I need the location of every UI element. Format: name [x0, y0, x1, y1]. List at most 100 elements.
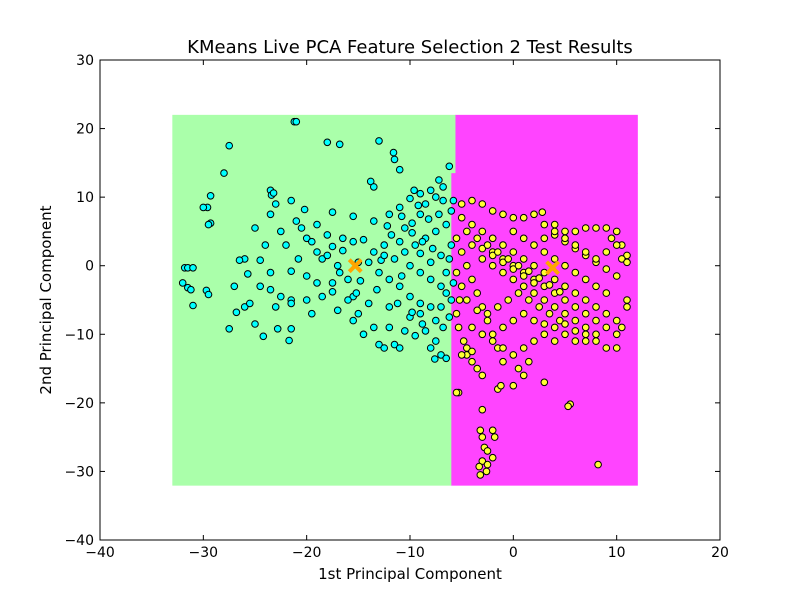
point-cluster-1-152	[483, 309, 492, 318]
point-cluster-0-160	[424, 215, 433, 223]
point-cluster-1-184	[592, 330, 600, 339]
point-cluster-1-137	[602, 248, 611, 256]
point-cluster-1-167	[540, 330, 549, 339]
point-cluster-0-163	[428, 244, 437, 253]
point-cluster-1-35	[612, 316, 621, 325]
point-cluster-1-57	[468, 357, 476, 366]
y-tick-label: −20	[64, 396, 94, 412]
point-cluster-0-72	[225, 325, 233, 333]
region-cluster-0-0	[172, 114, 456, 174]
point-cluster-1-22	[478, 227, 487, 236]
point-cluster-0-152	[352, 289, 361, 297]
point-cluster-1-142	[483, 241, 492, 249]
point-cluster-0-73	[273, 325, 282, 333]
point-cluster-0-118	[364, 258, 373, 267]
point-cluster-0-136	[447, 207, 456, 215]
point-cluster-0-66	[287, 299, 296, 308]
point-cluster-0-104	[408, 219, 416, 227]
point-cluster-1-24	[499, 241, 507, 249]
point-cluster-1-173	[602, 344, 611, 352]
point-cluster-0-1	[292, 117, 301, 126]
point-cluster-1-147	[535, 274, 544, 282]
point-cluster-0-28	[302, 234, 311, 243]
point-cluster-0-53	[230, 282, 239, 291]
point-cluster-1-42	[463, 261, 471, 270]
point-cluster-0-153	[373, 285, 381, 294]
point-cluster-1-129	[602, 265, 611, 273]
point-cluster-0-9	[220, 169, 228, 177]
point-cluster-0-95	[385, 303, 394, 311]
point-cluster-1-120	[509, 265, 518, 273]
point-cluster-1-109	[519, 282, 528, 291]
point-cluster-0-36	[235, 256, 244, 265]
point-cluster-0-158	[397, 212, 406, 221]
point-cluster-0-100	[370, 248, 378, 256]
point-cluster-1-165	[519, 344, 528, 352]
point-cluster-0-70	[232, 308, 241, 317]
point-cluster-1-1	[468, 196, 476, 205]
point-cluster-1-9	[550, 220, 559, 229]
point-cluster-0-175	[292, 217, 301, 225]
point-cluster-0-34	[318, 255, 327, 263]
point-cluster-0-101	[380, 241, 389, 249]
x-axis-title: 1st Principal Component	[318, 565, 502, 583]
point-cluster-1-106	[488, 261, 497, 270]
point-cluster-0-137	[449, 196, 458, 205]
y-tick-label: −30	[64, 464, 94, 480]
point-cluster-1-29	[550, 275, 559, 284]
point-cluster-1-174	[612, 344, 621, 352]
point-cluster-1-82	[594, 460, 602, 469]
point-cluster-0-131	[401, 248, 409, 256]
x-tick-label: −30	[189, 545, 219, 561]
point-cluster-1-145	[514, 261, 523, 270]
point-cluster-1-59	[478, 371, 487, 380]
point-cluster-0-157	[383, 222, 392, 230]
point-cluster-1-53	[452, 309, 461, 318]
point-cluster-1-141	[473, 234, 482, 243]
point-cluster-0-84	[380, 344, 389, 352]
point-cluster-0-94	[364, 299, 373, 308]
point-cluster-1-130	[612, 272, 621, 280]
point-cluster-0-48	[178, 279, 187, 287]
point-cluster-0-126	[439, 323, 447, 332]
point-cluster-0-102	[387, 231, 396, 239]
point-cluster-1-19	[623, 258, 631, 267]
chart-title: KMeans Live PCA Feature Selection 2 Test…	[187, 37, 633, 58]
point-cluster-0-81	[421, 327, 430, 335]
point-cluster-0-45	[313, 279, 321, 287]
x-tick-label: −40	[85, 545, 115, 561]
point-cluster-1-52	[455, 296, 464, 304]
point-cluster-0-155	[408, 308, 416, 317]
point-cluster-0-170	[335, 268, 344, 277]
point-cluster-0-113	[406, 194, 414, 203]
point-cluster-0-142	[442, 268, 451, 277]
point-cluster-1-171	[581, 330, 590, 339]
point-cluster-1-140	[463, 227, 471, 236]
point-cluster-0-92	[359, 330, 368, 339]
point-cluster-0-156	[418, 320, 427, 328]
point-cluster-1-108	[509, 275, 518, 284]
point-cluster-1-70	[482, 467, 491, 476]
point-cluster-1-143	[494, 248, 502, 256]
point-cluster-1-100	[561, 296, 569, 304]
point-cluster-0-78	[370, 323, 378, 332]
point-cluster-0-144	[447, 241, 456, 249]
point-cluster-1-15	[612, 227, 621, 236]
point-cluster-0-114	[416, 189, 425, 198]
point-cluster-0-76	[285, 336, 293, 345]
point-cluster-0-146	[426, 258, 435, 267]
point-cluster-0-29	[323, 231, 332, 239]
point-cluster-1-38	[623, 296, 631, 304]
point-cluster-1-185	[457, 351, 466, 359]
point-cluster-1-89	[571, 268, 580, 277]
point-cluster-0-164	[418, 237, 427, 246]
point-cluster-1-153	[494, 303, 502, 311]
region-cluster-1-0	[455, 114, 638, 174]
y-tick-label: 20	[76, 122, 94, 138]
point-cluster-0-30	[339, 234, 347, 243]
point-cluster-1-18	[618, 255, 626, 263]
point-cluster-0-75	[259, 332, 268, 341]
point-cluster-1-67	[478, 457, 487, 465]
point-cluster-1-182	[571, 327, 580, 335]
point-cluster-1-51	[457, 282, 466, 291]
